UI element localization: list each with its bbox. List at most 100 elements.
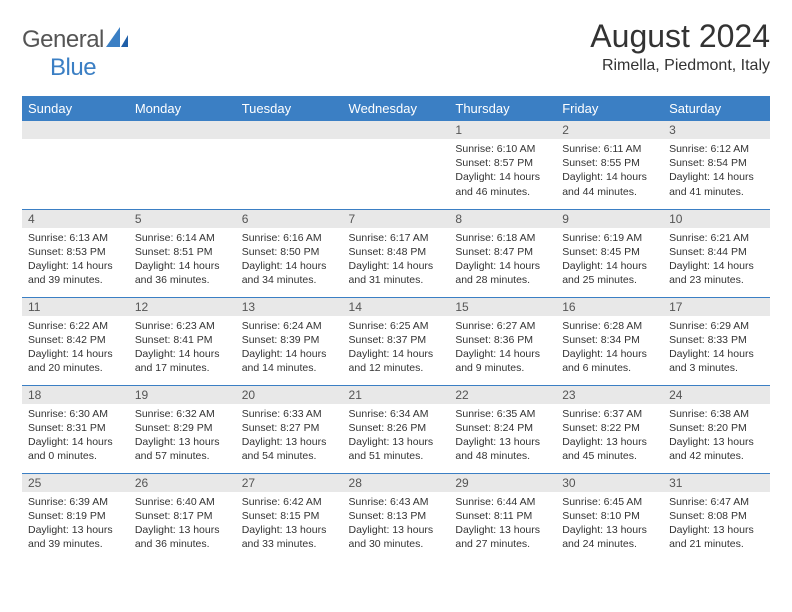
daylight-line: Daylight: 14 hours and 6 minutes. [562, 347, 657, 375]
sunset-line: Sunset: 8:41 PM [135, 333, 230, 347]
day-content [22, 139, 129, 199]
calendar-cell [22, 121, 129, 209]
day-number: 5 [129, 210, 236, 228]
calendar-cell: 4Sunrise: 6:13 AMSunset: 8:53 PMDaylight… [22, 209, 129, 297]
day-number: 26 [129, 474, 236, 492]
sunset-line: Sunset: 8:11 PM [455, 509, 550, 523]
day-number [343, 121, 450, 139]
sunset-line: Sunset: 8:15 PM [242, 509, 337, 523]
daylight-line: Daylight: 13 hours and 54 minutes. [242, 435, 337, 463]
day-number: 21 [343, 386, 450, 404]
sunrise-line: Sunrise: 6:42 AM [242, 495, 337, 509]
calendar-cell: 6Sunrise: 6:16 AMSunset: 8:50 PMDaylight… [236, 209, 343, 297]
calendar-cell: 29 Sunrise: 6:44 AMSunset: 8:11 PMDayligh… [449, 473, 556, 561]
daylight-line: Daylight: 14 hours and 46 minutes. [455, 170, 550, 198]
day-number: 16 [556, 298, 663, 316]
day-number: 13 [236, 298, 343, 316]
sunset-line: Sunset: 8:50 PM [242, 245, 337, 259]
day-number: 23 [556, 386, 663, 404]
sunset-line: Sunset: 8:19 PM [28, 509, 123, 523]
day-number: 30 [556, 474, 663, 492]
sunset-line: Sunset: 8:08 PM [669, 509, 764, 523]
day-number [129, 121, 236, 139]
weekday-header-row: SundayMondayTuesdayWednesdayThursdayFrid… [22, 96, 770, 121]
sunrise-line: Sunrise: 6:18 AM [455, 231, 550, 245]
day-number [236, 121, 343, 139]
calendar-week-row: 11Sunrise: 6:22 AMSunset: 8:42 PMDayligh… [22, 297, 770, 385]
sunset-line: Sunset: 8:44 PM [669, 245, 764, 259]
sunrise-line: Sunrise: 6:14 AM [135, 231, 230, 245]
daylight-line: Daylight: 13 hours and 30 minutes. [349, 523, 444, 551]
sunset-line: Sunset: 8:42 PM [28, 333, 123, 347]
day-number: 29 [449, 474, 556, 492]
daylight-line: Daylight: 13 hours and 33 minutes. [242, 523, 337, 551]
page: GeneralBlue August 2024 Rimella, Piedmon… [0, 0, 792, 612]
day-number: 15 [449, 298, 556, 316]
sunrise-line: Sunrise: 6:21 AM [669, 231, 764, 245]
calendar-cell: 13Sunrise: 6:24 AMSunset: 8:39 PMDayligh… [236, 297, 343, 385]
daylight-line: Daylight: 14 hours and 14 minutes. [242, 347, 337, 375]
sunset-line: Sunset: 8:53 PM [28, 245, 123, 259]
sunset-line: Sunset: 8:36 PM [455, 333, 550, 347]
calendar-cell: 27Sunrise: 6:42 AMSunset: 8:15 PMDayligh… [236, 473, 343, 561]
weekday-header: Saturday [663, 96, 770, 121]
daylight-line: Daylight: 13 hours and 27 minutes. [455, 523, 550, 551]
calendar-cell: 18Sunrise: 6:30 AMSunset: 8:31 PMDayligh… [22, 385, 129, 473]
sunset-line: Sunset: 8:57 PM [455, 156, 550, 170]
page-title: August 2024 [590, 18, 770, 55]
calendar-cell: 21Sunrise: 6:34 AMSunset: 8:26 PMDayligh… [343, 385, 450, 473]
calendar-week-row: 25Sunrise: 6:39 AMSunset: 8:19 PMDayligh… [22, 473, 770, 561]
sunrise-line: Sunrise: 6:27 AM [455, 319, 550, 333]
day-content: Sunrise: 6:33 AMSunset: 8:27 PMDaylight:… [236, 404, 343, 468]
sunset-line: Sunset: 8:27 PM [242, 421, 337, 435]
day-content: Sunrise: 6:22 AMSunset: 8:42 PMDaylight:… [22, 316, 129, 380]
weekday-header: Wednesday [343, 96, 450, 121]
sunrise-line: Sunrise: 6:13 AM [28, 231, 123, 245]
sunrise-line: Sunrise: 6:16 AM [242, 231, 337, 245]
day-content: Sunrise: 6:24 AMSunset: 8:39 PMDaylight:… [236, 316, 343, 380]
sunrise-line: Sunrise: 6:11 AM [562, 142, 657, 156]
day-content: Sunrise: 6:30 AMSunset: 8:31 PMDaylight:… [22, 404, 129, 468]
sunrise-line: Sunrise: 6:35 AM [455, 407, 550, 421]
sunrise-line: Sunrise: 6:10 AM [455, 142, 550, 156]
calendar-cell: 11Sunrise: 6:22 AMSunset: 8:42 PMDayligh… [22, 297, 129, 385]
weekday-header: Monday [129, 96, 236, 121]
sunrise-line: Sunrise: 6:47 AM [669, 495, 764, 509]
sunset-line: Sunset: 8:24 PM [455, 421, 550, 435]
weekday-header: Sunday [22, 96, 129, 121]
calendar-cell: 28Sunrise: 6:43 AMSunset: 8:13 PMDayligh… [343, 473, 450, 561]
calendar-cell: 23Sunrise: 6:37 AMSunset: 8:22 PMDayligh… [556, 385, 663, 473]
day-content: Sunrise: 6:16 AMSunset: 8:50 PMDaylight:… [236, 228, 343, 292]
sunrise-line: Sunrise: 6:32 AM [135, 407, 230, 421]
calendar-cell: 24Sunrise: 6:38 AMSunset: 8:20 PMDayligh… [663, 385, 770, 473]
sunrise-line: Sunrise: 6:22 AM [28, 319, 123, 333]
sunrise-line: Sunrise: 6:38 AM [669, 407, 764, 421]
sunset-line: Sunset: 8:48 PM [349, 245, 444, 259]
calendar-cell: 9Sunrise: 6:19 AMSunset: 8:45 PMDaylight… [556, 209, 663, 297]
sunrise-line: Sunrise: 6:24 AM [242, 319, 337, 333]
daylight-line: Daylight: 14 hours and 25 minutes. [562, 259, 657, 287]
day-number: 18 [22, 386, 129, 404]
day-number: 6 [236, 210, 343, 228]
day-number: 3 [663, 121, 770, 139]
sunrise-line: Sunrise: 6:44 AM [455, 495, 550, 509]
calendar-cell: 25Sunrise: 6:39 AMSunset: 8:19 PMDayligh… [22, 473, 129, 561]
daylight-line: Daylight: 14 hours and 9 minutes. [455, 347, 550, 375]
day-number: 28 [343, 474, 450, 492]
calendar-cell: 20Sunrise: 6:33 AMSunset: 8:27 PMDayligh… [236, 385, 343, 473]
day-content: Sunrise: 6:19 AMSunset: 8:45 PMDaylight:… [556, 228, 663, 292]
sunrise-line: Sunrise: 6:17 AM [349, 231, 444, 245]
daylight-line: Daylight: 14 hours and 34 minutes. [242, 259, 337, 287]
sunrise-line: Sunrise: 6:33 AM [242, 407, 337, 421]
daylight-line: Daylight: 14 hours and 17 minutes. [135, 347, 230, 375]
day-content: Sunrise: 6:40 AMSunset: 8:17 PMDaylight:… [129, 492, 236, 556]
calendar-week-row: 18Sunrise: 6:30 AMSunset: 8:31 PMDayligh… [22, 385, 770, 473]
day-number: 19 [129, 386, 236, 404]
day-number: 22 [449, 386, 556, 404]
sunset-line: Sunset: 8:26 PM [349, 421, 444, 435]
calendar-cell: 1Sunrise: 6:10 AMSunset: 8:57 PMDaylight… [449, 121, 556, 209]
sunrise-line: Sunrise: 6:12 AM [669, 142, 764, 156]
sunrise-line: Sunrise: 6:45 AM [562, 495, 657, 509]
day-content: Sunrise: 6:21 AMSunset: 8:44 PMDaylight:… [663, 228, 770, 292]
day-content: Sunrise: 6:28 AMSunset: 8:34 PMDaylight:… [556, 316, 663, 380]
